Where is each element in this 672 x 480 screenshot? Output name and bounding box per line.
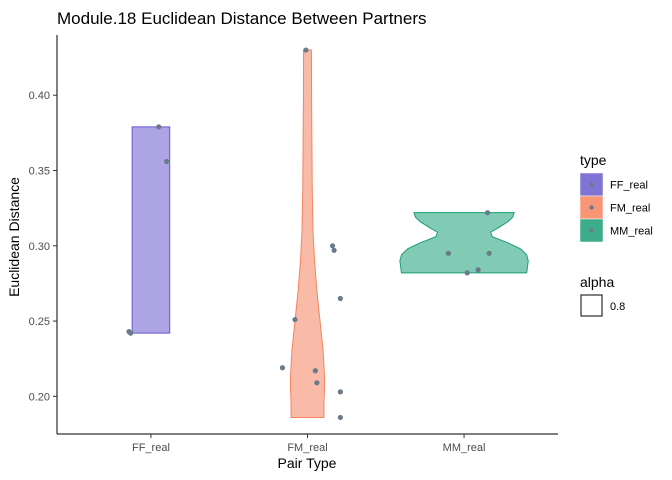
data-point-MM_real <box>445 250 452 256</box>
legend-type-title: type <box>580 152 607 168</box>
legend-label-FM_real: FM_real <box>610 203 650 215</box>
data-point-MM_real <box>475 267 481 273</box>
legend-label-FF_real: FF_real <box>610 180 648 192</box>
data-point-FM_real <box>279 365 286 371</box>
data-point-MM_real <box>464 270 470 276</box>
data-point-FM_real <box>314 380 320 386</box>
x-tick-label: FF_real <box>132 442 170 454</box>
data-point-FM_real <box>329 243 336 249</box>
y-tick-label: 0.35 <box>29 166 50 178</box>
data-point-MM_real <box>486 250 492 256</box>
violin-FF_real <box>131 126 171 334</box>
legend-key-point <box>589 205 594 210</box>
y-tick-label: 0.40 <box>29 90 50 102</box>
legend-label-MM_real: MM_real <box>610 226 653 238</box>
data-point-FM_real <box>312 368 318 374</box>
legend-key-point <box>589 228 594 233</box>
x-tick-label: MM_real <box>443 442 486 454</box>
data-point-FM_real <box>337 414 343 421</box>
plot-area <box>126 47 529 421</box>
legend-alpha-label: 0.8 <box>610 301 625 313</box>
chart-title: Module.18 Euclidean Distance Between Par… <box>57 9 427 28</box>
legend-type-items: FF_real FM_real MM_real <box>579 172 653 243</box>
legend-alpha-key <box>580 294 603 317</box>
data-point-FM_real <box>337 389 343 395</box>
legend: type FF_real FM_real MM_real alpha 0.8 <box>579 152 653 317</box>
data-point-FM_real <box>331 247 337 253</box>
legend-key-point <box>589 182 594 187</box>
x-axis-ticks: FF_real FM_real MM_real <box>132 434 485 454</box>
y-axis-ticks: 0.20 0.25 0.30 0.35 0.40 <box>29 90 57 403</box>
legend-alpha-title: alpha <box>580 274 614 290</box>
data-point-FM_real <box>292 316 298 323</box>
y-axis-title: Euclidean Distance <box>6 177 22 297</box>
y-tick-label: 0.20 <box>29 391 50 403</box>
legend-alpha-items: 0.8 <box>580 294 625 317</box>
x-axis-title: Pair Type <box>278 455 337 471</box>
violin-MM_real <box>399 212 529 274</box>
violin-FM_real <box>289 49 326 418</box>
data-point-FM_real <box>337 295 343 302</box>
data-point-MM_real <box>484 210 491 216</box>
x-tick-label: FM_real <box>287 442 327 454</box>
data-point-FF_real <box>127 330 134 336</box>
data-point-FF_real <box>163 158 170 165</box>
data-point-FF_real <box>156 124 162 130</box>
y-tick-label: 0.30 <box>29 241 50 253</box>
data-point-FM_real <box>303 47 309 53</box>
y-tick-label: 0.25 <box>29 316 50 328</box>
